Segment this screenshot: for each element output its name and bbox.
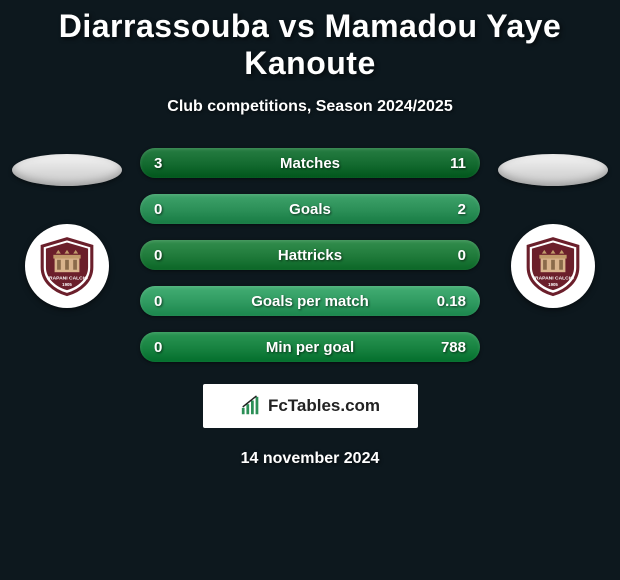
right-side: TRAPANI CALCIO 1905 bbox=[498, 148, 608, 308]
left-club-crest: TRAPANI CALCIO 1905 bbox=[25, 224, 109, 308]
comparison-content: TRAPANI CALCIO 1905 3 Matches 11 0 Goals… bbox=[0, 148, 620, 362]
infographic-date: 14 november 2024 bbox=[0, 450, 620, 468]
stat-right-value: 788 bbox=[441, 339, 466, 356]
right-club-crest: TRAPANI CALCIO 1905 bbox=[511, 224, 595, 308]
fctables-logo-text: FcTables.com bbox=[268, 396, 380, 416]
stat-row: 0 Min per goal 788 bbox=[140, 332, 480, 362]
fctables-logo: FcTables.com bbox=[203, 384, 418, 428]
stat-label: Hattricks bbox=[140, 247, 480, 264]
stat-label: Goals bbox=[140, 201, 480, 218]
stat-row: 0 Hattricks 0 bbox=[140, 240, 480, 270]
stat-row: 3 Matches 11 bbox=[140, 148, 480, 178]
crest-label: TRAPANI CALCIO bbox=[532, 276, 574, 282]
stat-row: 0 Goals per match 0.18 bbox=[140, 286, 480, 316]
left-ellipse-placeholder bbox=[12, 154, 122, 186]
page-title: Diarrassouba vs Mamadou Yaye Kanoute bbox=[0, 0, 620, 82]
stat-right-value: 0.18 bbox=[437, 293, 466, 310]
stat-left-value: 0 bbox=[154, 247, 162, 264]
shield-icon: TRAPANI CALCIO 1905 bbox=[36, 235, 98, 297]
shield-icon: TRAPANI CALCIO 1905 bbox=[522, 235, 584, 297]
subtitle: Club competitions, Season 2024/2025 bbox=[0, 98, 620, 116]
stat-right-value: 0 bbox=[458, 247, 466, 264]
crest-label: TRAPANI CALCIO bbox=[46, 276, 88, 282]
stat-label: Matches bbox=[140, 155, 480, 172]
crest-year: 1905 bbox=[548, 282, 558, 287]
left-side: TRAPANI CALCIO 1905 bbox=[12, 148, 122, 308]
crest-year: 1905 bbox=[62, 282, 72, 287]
stat-label: Goals per match bbox=[140, 293, 480, 310]
stat-left-value: 0 bbox=[154, 293, 162, 310]
stat-label: Min per goal bbox=[140, 339, 480, 356]
stats-column: 3 Matches 11 0 Goals 2 0 Hattricks 0 0 G… bbox=[140, 148, 480, 362]
stat-right-value: 2 bbox=[458, 201, 466, 218]
stat-left-value: 3 bbox=[154, 155, 162, 172]
bars-chart-icon bbox=[240, 395, 262, 417]
stat-row: 0 Goals 2 bbox=[140, 194, 480, 224]
stat-right-value: 11 bbox=[450, 155, 466, 172]
stat-left-value: 0 bbox=[154, 201, 162, 218]
right-ellipse-placeholder bbox=[498, 154, 608, 186]
stat-left-value: 0 bbox=[154, 339, 162, 356]
